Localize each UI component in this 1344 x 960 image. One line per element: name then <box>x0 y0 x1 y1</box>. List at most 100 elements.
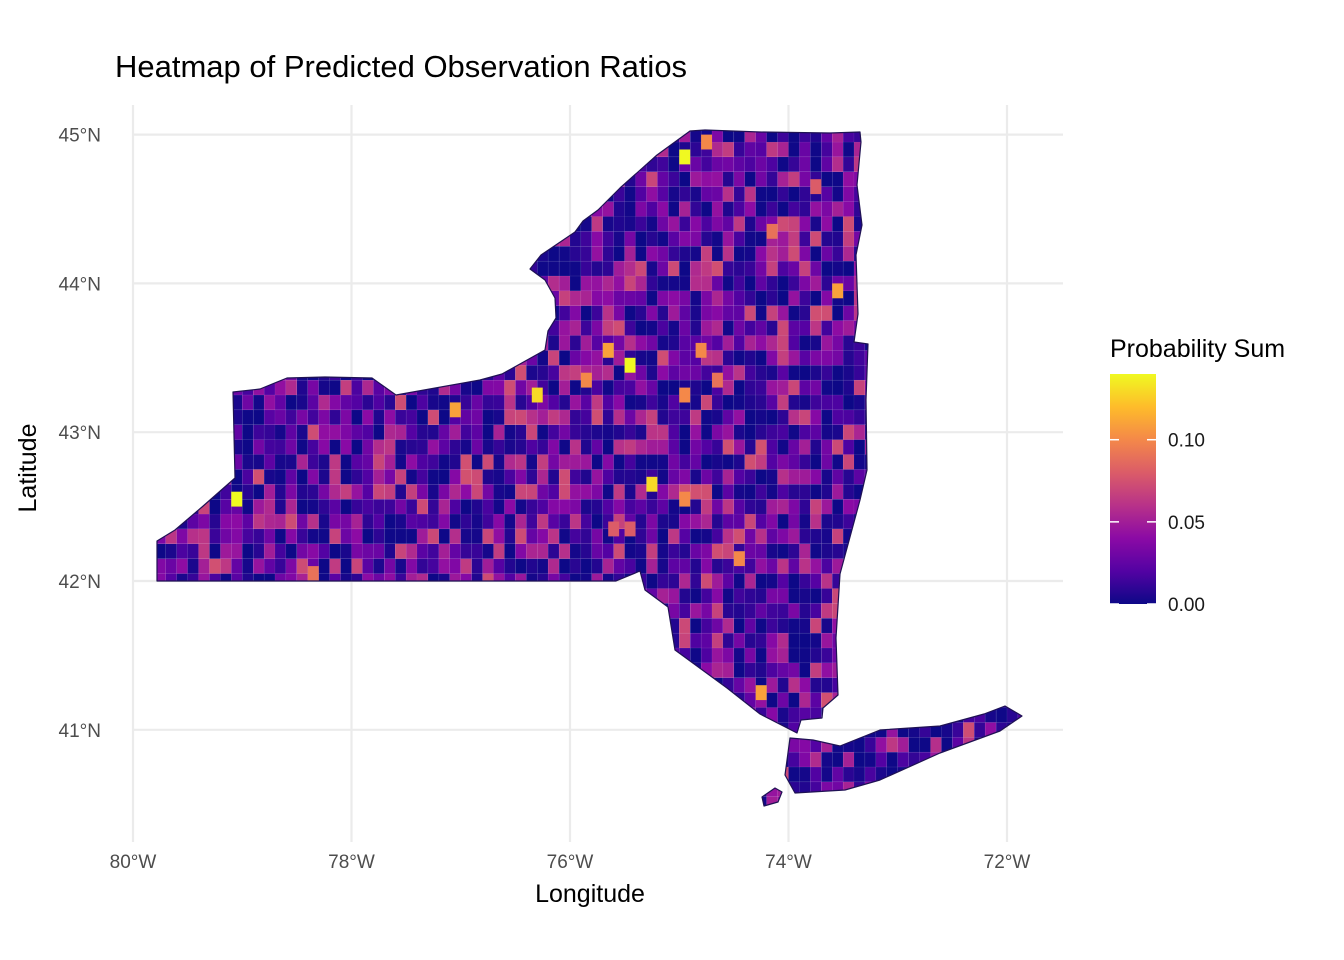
heatmap-cell <box>580 632 593 649</box>
heatmap-cell <box>974 260 986 277</box>
heatmap-cell <box>285 528 298 544</box>
heatmap-cell <box>744 424 756 440</box>
heatmap-cell <box>395 781 407 797</box>
heatmap-cell <box>187 290 199 306</box>
heatmap-cell <box>755 513 767 530</box>
heatmap-cell <box>853 409 866 425</box>
heatmap-cell <box>646 379 658 396</box>
heatmap-cell <box>351 156 363 172</box>
heatmap-cell <box>832 528 844 544</box>
heatmap-cell <box>974 484 986 500</box>
heatmap-cell <box>657 186 669 202</box>
heatmap-cell <box>482 379 494 396</box>
heatmap-cell <box>209 290 221 306</box>
heatmap-cell <box>766 335 778 351</box>
heatmap-cell <box>307 260 319 277</box>
heatmap-cell <box>307 484 319 500</box>
heatmap-cell <box>875 454 888 470</box>
heatmap-cell <box>591 751 603 768</box>
heatmap-cell <box>362 201 374 217</box>
heatmap-cell-high <box>531 387 543 403</box>
heatmap-cell <box>963 305 975 321</box>
heatmap-cell <box>777 632 789 649</box>
heatmap-cell <box>373 365 385 381</box>
heatmap-cell <box>919 409 931 425</box>
heatmap-cell <box>198 751 210 768</box>
heatmap-cell <box>187 394 199 411</box>
heatmap-cell <box>690 603 702 619</box>
heatmap-cell <box>766 677 778 693</box>
heatmap-cell <box>952 632 964 649</box>
heatmap-cell <box>438 335 451 351</box>
heatmap-cell <box>591 156 603 172</box>
heatmap-cell <box>722 751 735 768</box>
heatmap-cell <box>274 751 287 768</box>
heatmap-cell <box>307 662 319 678</box>
heatmap-cell <box>886 513 898 530</box>
heatmap-cell <box>788 751 800 768</box>
heatmap-cell <box>995 365 1008 381</box>
heatmap-cell <box>657 543 669 559</box>
heatmap-cell <box>558 186 571 202</box>
heatmap-cell <box>733 260 746 277</box>
heatmap-cell <box>187 350 199 366</box>
heatmap-cell-high <box>624 357 636 373</box>
heatmap-cell <box>733 588 746 604</box>
heatmap-cell <box>821 231 833 247</box>
heatmap-cell <box>340 781 352 797</box>
heatmap-cell <box>569 618 582 634</box>
heatmap-cell <box>558 781 571 797</box>
heatmap-cell <box>668 543 680 559</box>
heatmap-cell <box>646 499 658 515</box>
heatmap-cell <box>952 692 964 708</box>
heatmap-cell <box>471 141 483 158</box>
heatmap-cell <box>886 335 898 351</box>
heatmap-cell <box>984 231 997 247</box>
heatmap-cell <box>777 603 789 619</box>
heatmap-cell <box>340 528 352 544</box>
heatmap-cell <box>318 692 330 708</box>
heatmap-cell <box>438 603 451 619</box>
heatmap-cell <box>832 588 844 604</box>
heatmap-cell <box>351 632 363 649</box>
heatmap-cell <box>908 335 920 351</box>
heatmap-cell <box>766 558 778 574</box>
heatmap-cell <box>384 796 396 806</box>
heatmap-cell <box>165 305 177 321</box>
heatmap-cell <box>646 216 658 232</box>
heatmap-cell <box>482 305 494 321</box>
heatmap-cell <box>231 662 243 678</box>
heatmap-cell <box>438 439 451 455</box>
heatmap-cell <box>1006 677 1019 693</box>
heatmap-cell <box>995 469 1008 485</box>
heatmap-cell <box>504 513 516 530</box>
heatmap-cell <box>864 558 877 574</box>
heatmap-cell <box>460 766 472 783</box>
heatmap-cell <box>864 528 877 544</box>
heatmap-cell <box>373 216 385 232</box>
heatmap-cell <box>187 737 199 753</box>
heatmap-cell <box>263 707 276 723</box>
heatmap-cell <box>558 260 571 277</box>
heatmap-cell <box>449 379 461 396</box>
heatmap-cell <box>602 618 614 634</box>
heatmap-cell <box>1006 454 1019 470</box>
heatmap-cell <box>569 558 582 574</box>
heatmap-cell <box>395 528 407 544</box>
heatmap-cell <box>537 260 549 277</box>
heatmap-cell <box>373 394 385 411</box>
heatmap-cell <box>984 186 997 202</box>
heatmap-cell <box>569 707 582 723</box>
heatmap-cell <box>668 513 680 530</box>
heatmap-cell <box>963 647 975 664</box>
heatmap-cell <box>941 231 953 247</box>
heatmap-cell <box>547 260 560 277</box>
heatmap-cell <box>777 394 789 411</box>
heatmap-cell <box>690 186 702 202</box>
heatmap-cell <box>449 484 461 500</box>
heatmap-cell <box>821 499 833 515</box>
heatmap-cell <box>157 350 167 366</box>
heatmap-cell <box>362 305 374 321</box>
heatmap-cell <box>340 394 352 411</box>
heatmap-cell-high <box>624 521 636 537</box>
